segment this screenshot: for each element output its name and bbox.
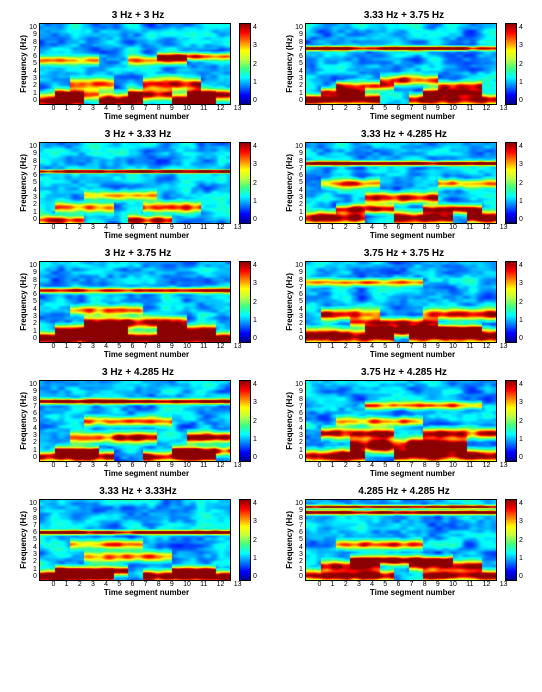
colorbar-ticks: 43210 xyxy=(253,381,257,461)
y-axis-label: Frequency (Hz) xyxy=(19,392,28,450)
x-axis-label: Time segment number xyxy=(52,112,242,121)
spectrogram-heatmap xyxy=(305,380,497,462)
y-axis-label: Frequency (Hz) xyxy=(285,511,294,569)
spectrogram-heatmap xyxy=(39,380,231,462)
colorbar-ticks: 43210 xyxy=(519,262,523,342)
colorbar xyxy=(505,142,517,224)
colorbar xyxy=(505,23,517,105)
x-axis-ticks: 012345678910111213 xyxy=(318,581,508,588)
panel-title: 3 Hz + 4.285 Hz xyxy=(102,367,174,378)
panel-title: 3 Hz + 3.75 Hz xyxy=(105,248,171,259)
panel-title: 3.33 Hz + 3.33Hz xyxy=(99,486,177,497)
spectrogram-panel: 3.33 Hz + 3.75 Hz Frequency (Hz)109876543… xyxy=(276,10,532,121)
colorbar-ticks: 43210 xyxy=(519,381,523,461)
spectrogram-heatmap xyxy=(305,142,497,224)
x-axis-ticks: 012345678910111213 xyxy=(318,343,508,350)
spectrogram-heatmap xyxy=(39,142,231,224)
x-axis-ticks: 012345678910111213 xyxy=(52,105,242,112)
y-axis-ticks: 109876543210 xyxy=(29,24,39,104)
x-axis-ticks: 012345678910111213 xyxy=(318,224,508,231)
panel-title: 3.75 Hz + 3.75 Hz xyxy=(364,248,444,259)
spectrogram-panel: 3 Hz + 4.285 Hz Frequency (Hz)10987654321… xyxy=(10,367,266,478)
y-axis-label: Frequency (Hz) xyxy=(19,154,28,212)
y-axis-ticks: 109876543210 xyxy=(295,500,305,580)
y-axis-ticks: 109876543210 xyxy=(29,500,39,580)
panel-title: 3.33 Hz + 4.285 Hz xyxy=(361,129,447,140)
spectrogram-panel: 3 Hz + 3 Hz Frequency (Hz)109876543210 432… xyxy=(10,10,266,121)
x-axis-label: Time segment number xyxy=(318,588,508,597)
y-axis-ticks: 109876543210 xyxy=(29,262,39,342)
spectrogram-heatmap xyxy=(39,261,231,343)
spectrogram-heatmap xyxy=(305,499,497,581)
colorbar xyxy=(239,142,251,224)
y-axis-ticks: 109876543210 xyxy=(295,24,305,104)
x-axis-label: Time segment number xyxy=(52,588,242,597)
x-axis-ticks: 012345678910111213 xyxy=(318,105,508,112)
colorbar xyxy=(239,261,251,343)
x-axis-ticks: 012345678910111213 xyxy=(52,343,242,350)
panel-title: 3.33 Hz + 3.75 Hz xyxy=(364,10,444,21)
spectrogram-panel: 3.75 Hz + 4.285 Hz Frequency (Hz)10987654… xyxy=(276,367,532,478)
spectrogram-heatmap xyxy=(39,23,231,105)
panel-title: 3 Hz + 3 Hz xyxy=(112,10,165,21)
x-axis-label: Time segment number xyxy=(52,469,242,478)
spectrogram-panel: 3.33 Hz + 3.33Hz Frequency (Hz)1098765432… xyxy=(10,486,266,597)
x-axis-ticks: 012345678910111213 xyxy=(318,462,508,469)
colorbar xyxy=(239,499,251,581)
spectrogram-panel: 3.75 Hz + 3.75 Hz Frequency (Hz)109876543… xyxy=(276,248,532,359)
spectrogram-heatmap xyxy=(305,23,497,105)
spectrogram-panel: 3 Hz + 3.33 Hz Frequency (Hz)109876543210… xyxy=(10,129,266,240)
y-axis-label: Frequency (Hz) xyxy=(19,35,28,93)
x-axis-label: Time segment number xyxy=(318,231,508,240)
spectrogram-panel: 3 Hz + 3.75 Hz Frequency (Hz)109876543210… xyxy=(10,248,266,359)
colorbar xyxy=(505,499,517,581)
spectrogram-panel: 4.285 Hz + 4.285 Hz Frequency (Hz)1098765… xyxy=(276,486,532,597)
x-axis-ticks: 012345678910111213 xyxy=(52,224,242,231)
colorbar-ticks: 43210 xyxy=(253,24,257,104)
panel-title: 3.75 Hz + 4.285 Hz xyxy=(361,367,447,378)
colorbar-ticks: 43210 xyxy=(253,143,257,223)
y-axis-label: Frequency (Hz) xyxy=(19,511,28,569)
y-axis-label: Frequency (Hz) xyxy=(285,35,294,93)
spectrogram-grid: 3 Hz + 3 HzFrequency (Hz)109876543210432… xyxy=(10,10,532,597)
x-axis-label: Time segment number xyxy=(52,231,242,240)
y-axis-ticks: 109876543210 xyxy=(29,143,39,223)
colorbar-ticks: 43210 xyxy=(519,143,523,223)
colorbar xyxy=(239,380,251,462)
colorbar xyxy=(505,380,517,462)
x-axis-label: Time segment number xyxy=(318,112,508,121)
spectrogram-panel: 3.33 Hz + 4.285 Hz Frequency (Hz)10987654… xyxy=(276,129,532,240)
y-axis-label: Frequency (Hz) xyxy=(285,392,294,450)
y-axis-label: Frequency (Hz) xyxy=(285,154,294,212)
colorbar xyxy=(505,261,517,343)
panel-title: 4.285 Hz + 4.285 Hz xyxy=(358,486,449,497)
colorbar xyxy=(239,23,251,105)
y-axis-ticks: 109876543210 xyxy=(29,381,39,461)
y-axis-ticks: 109876543210 xyxy=(295,381,305,461)
colorbar-ticks: 43210 xyxy=(519,24,523,104)
y-axis-label: Frequency (Hz) xyxy=(19,273,28,331)
x-axis-label: Time segment number xyxy=(318,469,508,478)
colorbar-ticks: 43210 xyxy=(519,500,523,580)
y-axis-ticks: 109876543210 xyxy=(295,143,305,223)
spectrogram-heatmap xyxy=(39,499,231,581)
x-axis-ticks: 012345678910111213 xyxy=(52,581,242,588)
spectrogram-heatmap xyxy=(305,261,497,343)
panel-title: 3 Hz + 3.33 Hz xyxy=(105,129,171,140)
y-axis-ticks: 109876543210 xyxy=(295,262,305,342)
x-axis-label: Time segment number xyxy=(318,350,508,359)
colorbar-ticks: 43210 xyxy=(253,500,257,580)
y-axis-label: Frequency (Hz) xyxy=(285,273,294,331)
x-axis-ticks: 012345678910111213 xyxy=(52,462,242,469)
x-axis-label: Time segment number xyxy=(52,350,242,359)
colorbar-ticks: 43210 xyxy=(253,262,257,342)
